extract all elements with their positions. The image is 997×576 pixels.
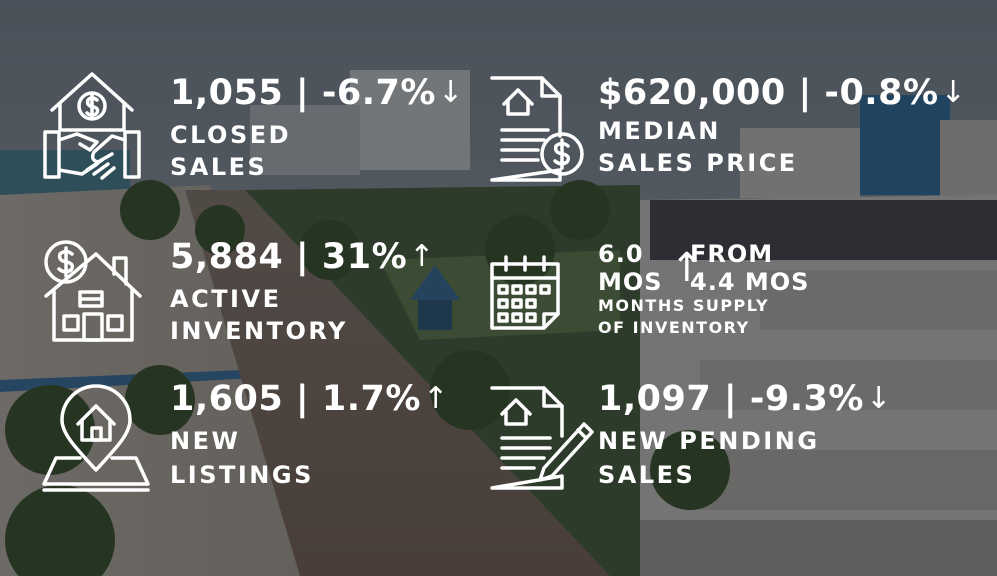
median-price-label-2: SALES PRICE — [598, 149, 798, 177]
new-pending-value: 1,097 | -9.3% — [598, 379, 864, 419]
document-dollar-icon — [490, 76, 584, 182]
arrow-up-icon: ↑ — [670, 245, 704, 291]
months-supply-from-label: FROM — [690, 240, 774, 268]
new-pending-label-2: SALES — [598, 461, 696, 489]
new-listings-label-1: NEW — [170, 427, 241, 455]
active-inventory-label-2: INVENTORY — [170, 317, 348, 345]
closed-sales-label-1: CLOSED — [170, 121, 292, 149]
arrow-down-icon: ↓ — [940, 75, 967, 110]
active-inventory-label-1: ACTIVE — [170, 285, 282, 313]
arrow-down-icon: ↓ — [865, 381, 892, 416]
document-pen-icon — [490, 386, 594, 490]
months-supply-from-value: 4.4 MOS — [690, 268, 810, 296]
new-listings-label-2: LISTINGS — [170, 461, 314, 489]
calendar-icon — [490, 255, 560, 330]
arrow-down-icon: ↓ — [437, 75, 464, 110]
months-supply-unit: MOS — [598, 268, 663, 296]
months-supply-label-2: OF INVENTORY — [598, 318, 750, 337]
closed-sales-value: 1,055 | -6.7% — [170, 73, 436, 113]
months-supply-value: 6.0 — [598, 240, 644, 268]
median-price-label-1: MEDIAN — [598, 117, 721, 145]
new-pending-label-1: NEW PENDING — [598, 427, 820, 455]
months-supply-label-1: MONTHS SUPPLY — [598, 296, 770, 315]
active-inventory-value: 5,884 | 31% — [170, 237, 408, 277]
house-handshake-icon — [43, 72, 141, 180]
location-pin-house-icon — [42, 384, 150, 492]
arrow-up-icon: ↑ — [409, 239, 435, 274]
house-dollar-icon — [44, 240, 142, 342]
arrow-up-icon: ↑ — [422, 381, 449, 416]
closed-sales-label-2: SALES — [170, 153, 268, 181]
median-price-value: $620,000 | -0.8% — [598, 73, 939, 113]
new-listings-value: 1,605 | 1.7% — [170, 379, 421, 419]
